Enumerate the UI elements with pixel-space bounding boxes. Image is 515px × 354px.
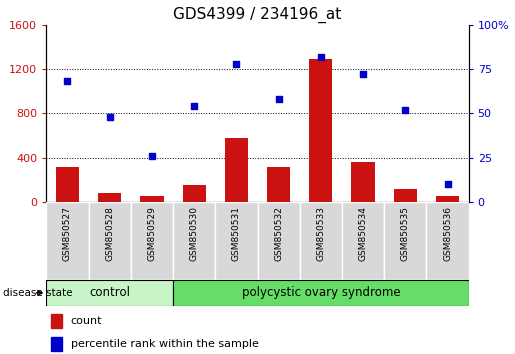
- Point: [359, 72, 367, 77]
- FancyBboxPatch shape: [258, 202, 300, 280]
- Text: count: count: [71, 316, 102, 326]
- Point: [63, 79, 72, 84]
- Bar: [50, 314, 62, 328]
- Text: control: control: [89, 286, 130, 299]
- Bar: [225, 138, 248, 202]
- Point: [401, 107, 409, 113]
- Bar: [393, 188, 417, 202]
- Text: GSM850531: GSM850531: [232, 206, 241, 261]
- Text: GSM850535: GSM850535: [401, 206, 410, 261]
- Text: GSM850529: GSM850529: [147, 206, 157, 261]
- Bar: [351, 162, 375, 202]
- Text: GSM850528: GSM850528: [105, 206, 114, 261]
- Point: [274, 96, 283, 102]
- FancyBboxPatch shape: [173, 202, 215, 280]
- Text: disease state: disease state: [3, 288, 72, 298]
- FancyBboxPatch shape: [426, 202, 469, 280]
- FancyBboxPatch shape: [131, 202, 173, 280]
- FancyBboxPatch shape: [215, 202, 258, 280]
- Text: GSM850536: GSM850536: [443, 206, 452, 261]
- Bar: [182, 185, 206, 202]
- Bar: [309, 59, 333, 202]
- Point: [190, 103, 198, 109]
- FancyBboxPatch shape: [342, 202, 384, 280]
- Text: GSM850530: GSM850530: [190, 206, 199, 261]
- Bar: [267, 167, 290, 202]
- Point: [106, 114, 114, 120]
- FancyBboxPatch shape: [173, 280, 469, 306]
- FancyBboxPatch shape: [89, 202, 131, 280]
- Text: GSM850534: GSM850534: [358, 206, 368, 261]
- Bar: [56, 167, 79, 202]
- Text: GSM850532: GSM850532: [274, 206, 283, 261]
- Bar: [436, 196, 459, 202]
- Text: GSM850533: GSM850533: [316, 206, 325, 261]
- Point: [232, 61, 241, 67]
- Bar: [140, 196, 164, 202]
- Text: percentile rank within the sample: percentile rank within the sample: [71, 339, 259, 349]
- FancyBboxPatch shape: [300, 202, 342, 280]
- FancyBboxPatch shape: [384, 202, 426, 280]
- Point: [148, 153, 156, 159]
- FancyBboxPatch shape: [46, 280, 173, 306]
- Text: polycystic ovary syndrome: polycystic ovary syndrome: [242, 286, 400, 299]
- Bar: [98, 193, 122, 202]
- Point: [443, 181, 452, 187]
- Bar: [50, 337, 62, 351]
- Title: GDS4399 / 234196_at: GDS4399 / 234196_at: [174, 7, 341, 23]
- FancyBboxPatch shape: [46, 202, 89, 280]
- Text: GSM850527: GSM850527: [63, 206, 72, 261]
- Point: [317, 54, 325, 59]
